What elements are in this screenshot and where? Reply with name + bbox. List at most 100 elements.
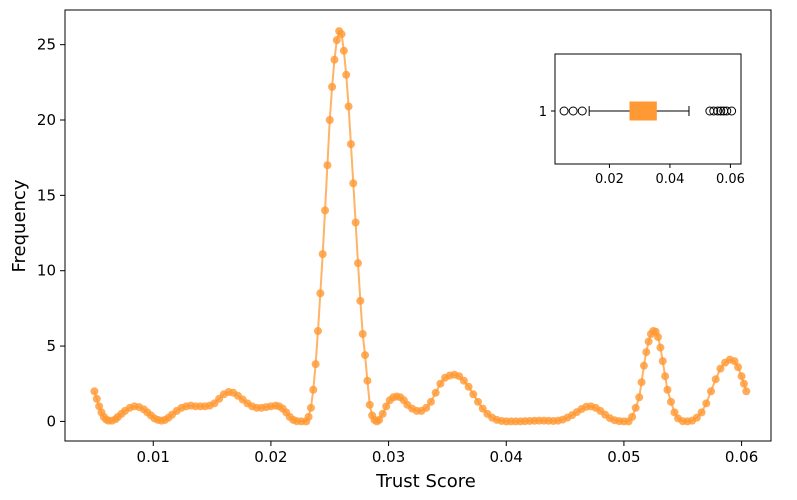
data-point <box>658 357 667 366</box>
inset-y-axis-ticks: 1 <box>539 105 555 120</box>
data-point <box>642 348 651 357</box>
data-point <box>666 397 675 406</box>
frequency-points-series <box>90 27 751 426</box>
data-point <box>346 140 355 149</box>
data-point <box>697 408 706 417</box>
data-point <box>344 102 353 111</box>
iqr-box <box>629 101 657 121</box>
data-point <box>711 375 720 384</box>
data-point <box>309 385 318 394</box>
data-point <box>478 404 487 413</box>
data-point <box>644 337 653 346</box>
data-point <box>358 330 367 338</box>
data-point <box>426 397 435 406</box>
data-point <box>321 206 330 215</box>
data-point <box>363 376 372 385</box>
data-point <box>661 372 670 381</box>
data-point <box>474 397 483 406</box>
data-point <box>349 179 358 188</box>
outlier-point <box>709 106 719 116</box>
data-point <box>92 394 101 403</box>
data-point <box>464 382 473 391</box>
outlier-point <box>727 106 737 116</box>
data-point <box>332 36 341 45</box>
x-axis-title: Trust Score <box>375 471 476 492</box>
data-point <box>356 296 365 305</box>
x-tick-label: 0.05 <box>607 448 640 466</box>
data-point <box>436 379 445 388</box>
data-point <box>422 403 431 412</box>
x-axis-ticks: 0.01 0.02 0.03 0.04 0.05 0.06 <box>137 441 758 466</box>
data-point <box>637 378 646 387</box>
data-point <box>737 372 746 381</box>
outlier-point <box>559 106 569 116</box>
data-point <box>639 361 648 370</box>
data-point <box>95 402 104 411</box>
plot-frame <box>64 9 772 442</box>
data-point <box>459 376 468 385</box>
data-point <box>353 259 362 268</box>
data-point <box>316 289 325 298</box>
inset-x-tick-label: 0.06 <box>716 172 745 187</box>
inset-box-marks <box>559 101 737 121</box>
inset-x-tick-label: 0.02 <box>595 172 624 187</box>
data-point <box>361 351 370 360</box>
inset-x-axis-ticks: 0.02 0.04 0.06 <box>595 164 745 187</box>
data-point <box>342 70 351 79</box>
outlier-point <box>568 106 578 116</box>
data-point <box>730 357 739 366</box>
data-point <box>692 413 701 422</box>
data-point <box>325 116 334 125</box>
data-point <box>351 218 360 227</box>
data-point <box>306 403 315 412</box>
data-point <box>469 390 478 399</box>
outlier-point <box>716 106 726 116</box>
outlier-point <box>713 106 723 116</box>
data-point <box>328 82 337 91</box>
y-tick-label: 10 <box>37 262 56 280</box>
inset-x-tick-label: 0.04 <box>655 172 684 187</box>
data-point <box>382 402 391 411</box>
x-tick-label: 0.04 <box>490 448 523 466</box>
data-point <box>670 408 679 417</box>
data-point <box>337 30 346 39</box>
data-point <box>339 46 348 55</box>
y-tick-label: 20 <box>37 111 56 129</box>
data-point <box>739 379 748 388</box>
inset-y-tick-label: 1 <box>539 105 547 120</box>
data-point <box>702 399 711 408</box>
outlier-point <box>577 106 587 116</box>
data-point <box>734 363 743 372</box>
data-point <box>706 387 715 396</box>
data-point <box>628 412 637 421</box>
x-tick-label: 0.06 <box>725 448 758 466</box>
y-tick-label: 0 <box>46 412 56 430</box>
data-point <box>431 388 440 397</box>
data-point <box>304 412 313 421</box>
data-point <box>378 409 387 418</box>
outlier-point <box>722 106 732 116</box>
x-tick-label: 0.03 <box>372 448 405 466</box>
data-point <box>654 333 663 342</box>
data-point <box>716 364 725 373</box>
x-tick-label: 0.01 <box>137 448 170 466</box>
data-point <box>663 385 672 394</box>
data-point <box>323 161 332 170</box>
data-point <box>365 400 374 409</box>
y-tick-label: 25 <box>37 36 56 54</box>
data-point <box>375 415 384 424</box>
data-point <box>313 326 322 335</box>
x-tick-label: 0.02 <box>254 448 287 466</box>
data-point <box>311 360 320 369</box>
inset-boxplot: 0.02 0.04 0.06 1 <box>539 53 745 187</box>
data-point <box>330 55 339 64</box>
data-point <box>90 387 99 396</box>
data-point <box>631 403 640 412</box>
y-tick-label: 15 <box>37 186 56 204</box>
y-axis-title: Frequency <box>9 179 30 272</box>
y-tick-label: 5 <box>46 337 56 355</box>
y-axis-ticks: 0 5 10 15 20 25 <box>37 36 65 430</box>
data-point <box>656 343 665 352</box>
data-point <box>742 387 751 396</box>
